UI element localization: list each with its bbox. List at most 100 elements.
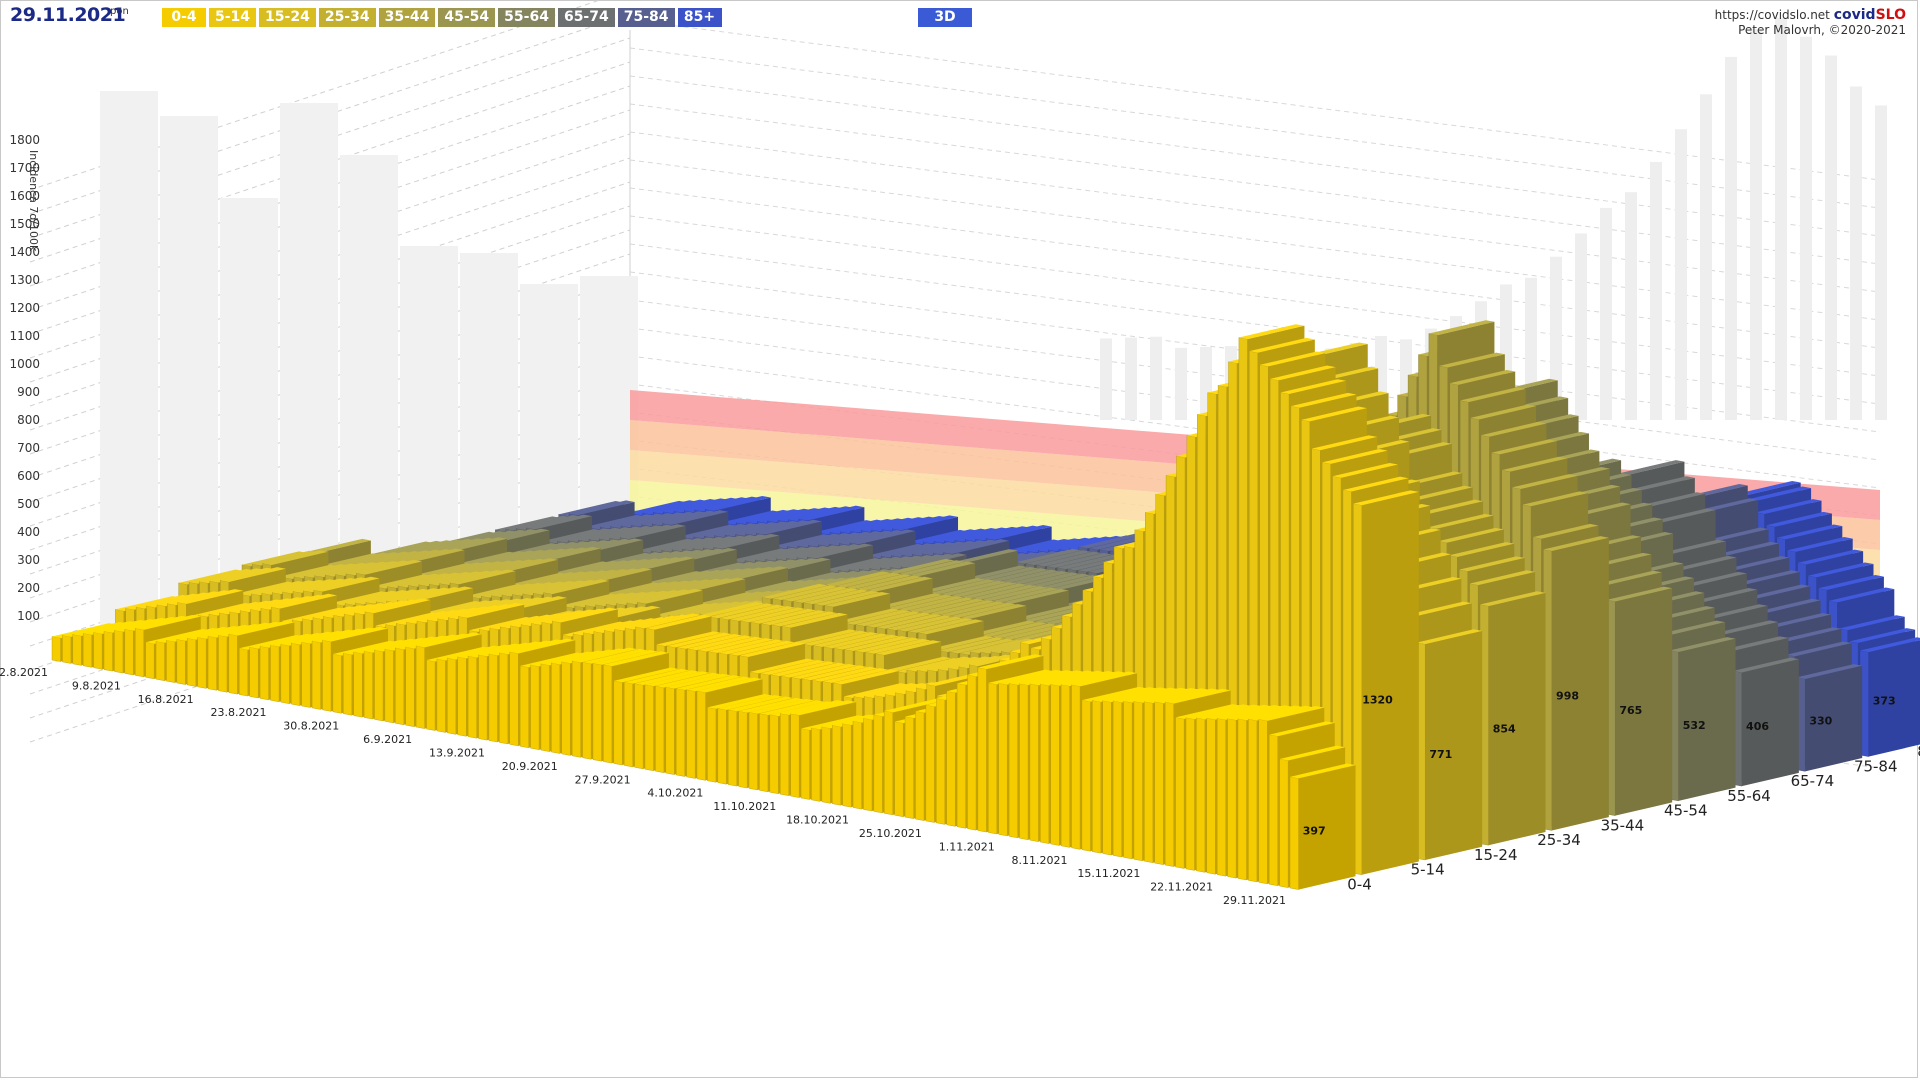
bar-front [1133, 701, 1143, 862]
bar-front [1175, 717, 1185, 869]
bar-top [1428, 320, 1495, 336]
bar-top [823, 633, 890, 649]
right-gridline [629, 243, 1881, 405]
legend-25-34[interactable]: 25-34 [318, 8, 376, 27]
back-wall-peak-silhouettes [100, 17, 1887, 646]
bar-top [1019, 670, 1086, 686]
bar-top [792, 629, 858, 645]
bar-front [83, 633, 92, 668]
date-tick-label: 25.10.2021 [859, 827, 922, 840]
silhouette-time [1850, 86, 1862, 421]
bar-top [709, 603, 775, 619]
silhouette-time [1625, 192, 1637, 420]
bar-top [1745, 486, 1812, 502]
legend-75-84[interactable]: 75-84 [617, 8, 675, 27]
silhouette-time [1575, 233, 1587, 420]
bar-front [1102, 700, 1112, 856]
bar-front [103, 630, 113, 672]
legend-55-64[interactable]: 55-64 [498, 8, 555, 27]
bar-top [1014, 572, 1081, 588]
legend-85plus[interactable]: 85+ [677, 8, 722, 27]
bar-top [1629, 476, 1695, 492]
right-gridline [629, 159, 1881, 321]
bar-top [1269, 721, 1335, 737]
right-gridline [629, 187, 1881, 349]
bar-front [155, 641, 165, 681]
silhouette-45-54 [340, 155, 398, 590]
bar-top [887, 615, 953, 631]
bar-front [384, 648, 394, 724]
bar-top [1470, 404, 1537, 420]
bar-front [1289, 776, 1299, 890]
day-label: pon [110, 6, 129, 17]
bar-side [1361, 491, 1419, 875]
date-tick-label: 1.11.2021 [939, 840, 995, 853]
legend-35-44[interactable]: 35-44 [378, 8, 436, 27]
bar-front [72, 634, 82, 666]
bar-front [998, 682, 1008, 837]
bar-top [1237, 705, 1304, 721]
y-tick-label: 400 [17, 525, 40, 539]
bar-top [960, 604, 1027, 620]
legend-45-54[interactable]: 45-54 [438, 8, 496, 27]
legend-5-14[interactable]: 5-14 [209, 8, 257, 27]
value-label-5-14: 1320 [1362, 693, 1393, 706]
author-credit: Peter Malovrh, ©2020-2021 [1738, 23, 1906, 37]
bar-top [1691, 588, 1758, 603]
source-link[interactable]: https://covidslo.net [1714, 8, 1830, 22]
y-tick-label: 1600 [9, 189, 40, 203]
bar-front [1248, 718, 1258, 883]
y-tick-label: 900 [17, 385, 40, 399]
bar-front [904, 716, 914, 819]
legend-65-74[interactable]: 65-74 [557, 8, 615, 27]
bar-front [166, 639, 176, 683]
bar-top [1270, 365, 1336, 381]
bar-front [748, 711, 758, 791]
legend-15-24[interactable]: 15-24 [259, 8, 316, 27]
bar-top [730, 606, 796, 622]
bar-top [492, 558, 559, 574]
bar-top [1015, 548, 1082, 564]
bar-top [780, 700, 846, 716]
bar-front [311, 640, 321, 710]
bar-top [1238, 324, 1305, 340]
bar-top [1766, 511, 1832, 527]
3d-toggle-button[interactable]: 3D [918, 8, 972, 27]
silhouette-time [1600, 207, 1612, 420]
bar-top [1765, 612, 1831, 628]
bar-top [1102, 687, 1169, 703]
bar-top [666, 632, 733, 648]
bar-top [782, 612, 848, 628]
bar-front [1040, 683, 1050, 844]
bar-side [1488, 592, 1546, 846]
bar-top [1480, 591, 1546, 607]
bar-top [1723, 556, 1790, 571]
bar-top [1258, 705, 1325, 721]
silhouette-25-34 [220, 198, 278, 618]
bar-top [771, 611, 838, 627]
bar-front [956, 683, 966, 829]
bar-front [291, 642, 301, 706]
silhouette-time [1825, 55, 1837, 420]
legend-0-4[interactable]: 0-4 [162, 8, 206, 27]
bar-top [822, 668, 889, 683]
bar-front [1164, 701, 1174, 867]
bar-top [1448, 542, 1515, 557]
bar-top [1722, 636, 1789, 652]
bar-top [843, 683, 910, 699]
value-label-25-34: 854 [1493, 723, 1516, 736]
bar-front [582, 661, 592, 760]
bar-top [305, 538, 371, 554]
bar-front [1092, 700, 1102, 854]
bar-top [738, 697, 805, 713]
bar-top [835, 572, 902, 588]
bar-top [892, 515, 959, 531]
date-tick-label: 8.11.2021 [1012, 854, 1068, 867]
bar-top [644, 671, 711, 687]
bar-top [1009, 670, 1075, 685]
bar-top [884, 697, 950, 713]
y-tick-label: 1800 [9, 133, 40, 147]
bar-front [540, 663, 550, 752]
date-tick-label: 11.10.2021 [713, 800, 776, 813]
bar-top [749, 698, 815, 714]
